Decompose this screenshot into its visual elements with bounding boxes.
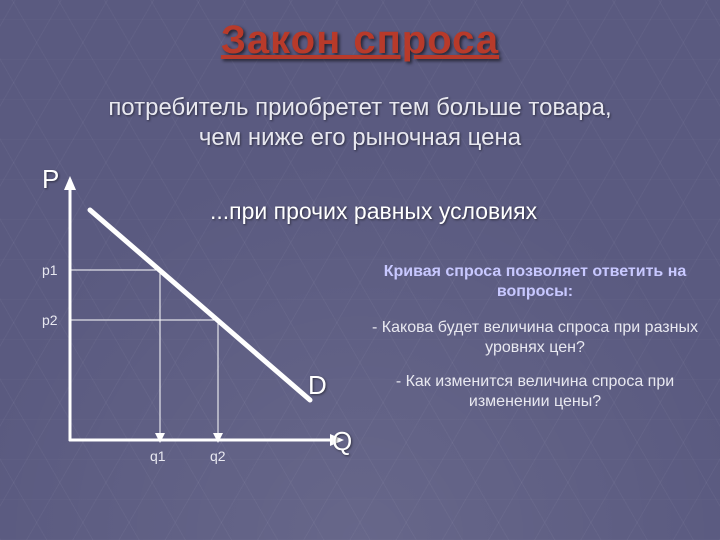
subtitle: потребитель приобретет тем больше товара…	[0, 93, 720, 153]
tick-p2: p2	[42, 312, 58, 328]
right-heading: Кривая спроса позволяет ответить на вопр…	[370, 262, 700, 302]
tick-q1: q1	[150, 448, 166, 464]
axis-label-q: Q	[332, 426, 352, 457]
subtitle-line2: чем ниже его рыночная цена	[199, 124, 521, 151]
tick-q2: q2	[210, 448, 226, 464]
subtitle-line1: потребитель приобретет тем больше товара…	[108, 94, 611, 121]
right-question-1: - Какова будет величина спроса при разны…	[370, 318, 700, 358]
tick-p1: p1	[42, 262, 58, 278]
slide-title: Закон спроса	[0, 0, 720, 63]
axis-label-p: P	[42, 164, 59, 195]
demand-chart: P Q D p1 p2 q1 q2	[40, 170, 360, 470]
right-question-2: - Как изменится величина спроса при изме…	[370, 372, 700, 412]
demand-chart-svg	[40, 170, 360, 470]
demand-curve-label: D	[308, 370, 327, 401]
